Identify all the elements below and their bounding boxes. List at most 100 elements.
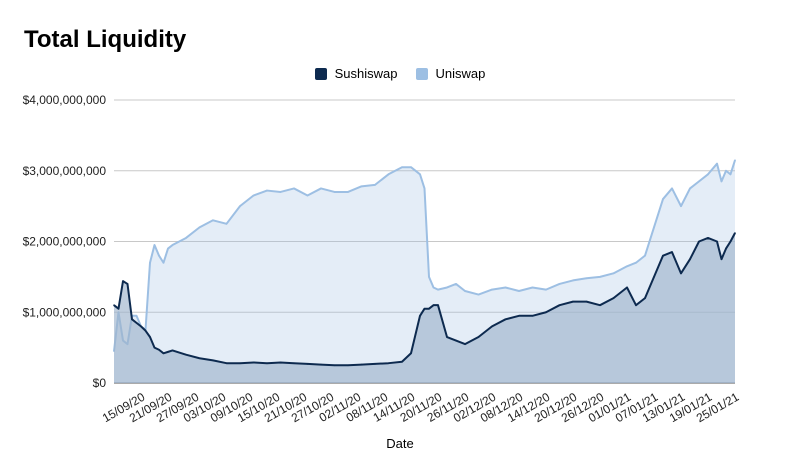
point-uniswap (680, 205, 682, 207)
legend-swatch-uniswap (415, 67, 428, 80)
point-sushiswap (545, 311, 547, 314)
point-sushiswap (126, 283, 129, 285)
point-sushiswap (117, 307, 120, 310)
point-uniswap (185, 237, 187, 239)
point-sushiswap (144, 329, 147, 332)
point-uniswap (374, 184, 376, 186)
point-sushiswap (662, 254, 664, 257)
point-sushiswap (185, 353, 187, 356)
point-uniswap (198, 226, 201, 229)
point-uniswap (572, 279, 574, 282)
point-sushiswap (707, 237, 709, 239)
point-sushiswap (135, 322, 138, 324)
point-uniswap (504, 286, 507, 289)
point-uniswap (464, 290, 466, 292)
point-uniswap (158, 254, 160, 257)
point-sushiswap (725, 247, 727, 250)
point-sushiswap (252, 361, 255, 364)
point-uniswap (266, 189, 268, 192)
point-sushiswap (455, 339, 457, 342)
point-uniswap (599, 276, 601, 278)
point-uniswap (626, 265, 628, 268)
point-uniswap (720, 180, 723, 183)
point-sushiswap (171, 349, 174, 352)
point-uniswap (171, 244, 174, 246)
point-uniswap (162, 261, 165, 264)
point-sushiswap (122, 280, 124, 282)
point-sushiswap (293, 362, 295, 364)
point-uniswap (306, 194, 309, 197)
point-uniswap (401, 166, 403, 169)
point-sushiswap (437, 304, 439, 306)
chart-legend: Sushiswap Uniswap (0, 66, 800, 81)
point-sushiswap (635, 304, 637, 306)
point-sushiswap (347, 364, 349, 367)
point-sushiswap (113, 304, 115, 306)
chart-title: Total Liquidity (24, 26, 187, 53)
point-uniswap (707, 173, 709, 176)
point-uniswap (293, 187, 295, 190)
point-uniswap (729, 173, 732, 176)
point-uniswap (585, 277, 588, 280)
point-sushiswap (162, 352, 165, 355)
point-sushiswap (153, 346, 156, 349)
point-uniswap (558, 283, 561, 285)
point-uniswap (149, 261, 151, 264)
point-uniswap (320, 187, 322, 190)
point-uniswap (635, 261, 637, 264)
point-sushiswap (131, 318, 133, 321)
point-sushiswap (612, 297, 615, 299)
point-sushiswap (306, 363, 309, 365)
area-sushiswap (114, 233, 735, 383)
point-sushiswap (698, 240, 700, 243)
point-uniswap (491, 288, 493, 291)
point-uniswap (725, 169, 727, 172)
point-uniswap (432, 286, 435, 289)
point-sushiswap (401, 360, 403, 363)
point-sushiswap (410, 352, 412, 355)
point-uniswap (225, 223, 228, 225)
point-uniswap (428, 276, 430, 278)
legend-label-uniswap: Uniswap (435, 66, 486, 81)
point-sushiswap (140, 325, 142, 328)
legend-swatch-sushiswap (314, 67, 327, 80)
point-uniswap (212, 219, 214, 222)
point-uniswap (387, 173, 390, 176)
point-uniswap (716, 162, 718, 165)
point-uniswap (239, 205, 241, 207)
point-sushiswap (212, 359, 214, 362)
point-sushiswap (599, 304, 601, 306)
point-uniswap (423, 187, 426, 190)
legend-label-sushiswap: Sushiswap (334, 66, 398, 81)
y-tick-label: $4,000,000,000 (23, 93, 107, 107)
point-sushiswap (720, 258, 723, 260)
point-sushiswap (626, 286, 628, 289)
legend-item-uniswap: Uniswap (415, 66, 486, 81)
point-sushiswap (446, 336, 448, 338)
point-sushiswap (387, 362, 390, 364)
point-sushiswap (531, 314, 534, 317)
point-sushiswap (644, 297, 646, 299)
point-uniswap (279, 191, 282, 193)
point-uniswap (671, 187, 673, 190)
point-sushiswap (239, 362, 241, 364)
point-sushiswap (572, 300, 574, 303)
point-uniswap (653, 226, 655, 229)
point-sushiswap (149, 336, 151, 338)
point-sushiswap (333, 364, 336, 367)
point-sushiswap (266, 362, 268, 364)
point-sushiswap (279, 361, 282, 364)
point-sushiswap (423, 307, 426, 310)
point-uniswap (612, 272, 615, 275)
point-sushiswap (585, 300, 588, 303)
y-tick-label: $2,000,000,000 (23, 235, 107, 249)
point-uniswap (360, 185, 363, 188)
point-uniswap (135, 314, 138, 317)
point-sushiswap (198, 357, 201, 360)
line-uniswap (113, 159, 736, 352)
point-sushiswap (729, 240, 732, 243)
legend-item-sushiswap: Sushiswap (314, 66, 398, 81)
point-sushiswap (158, 348, 160, 351)
point-sushiswap (671, 251, 673, 253)
